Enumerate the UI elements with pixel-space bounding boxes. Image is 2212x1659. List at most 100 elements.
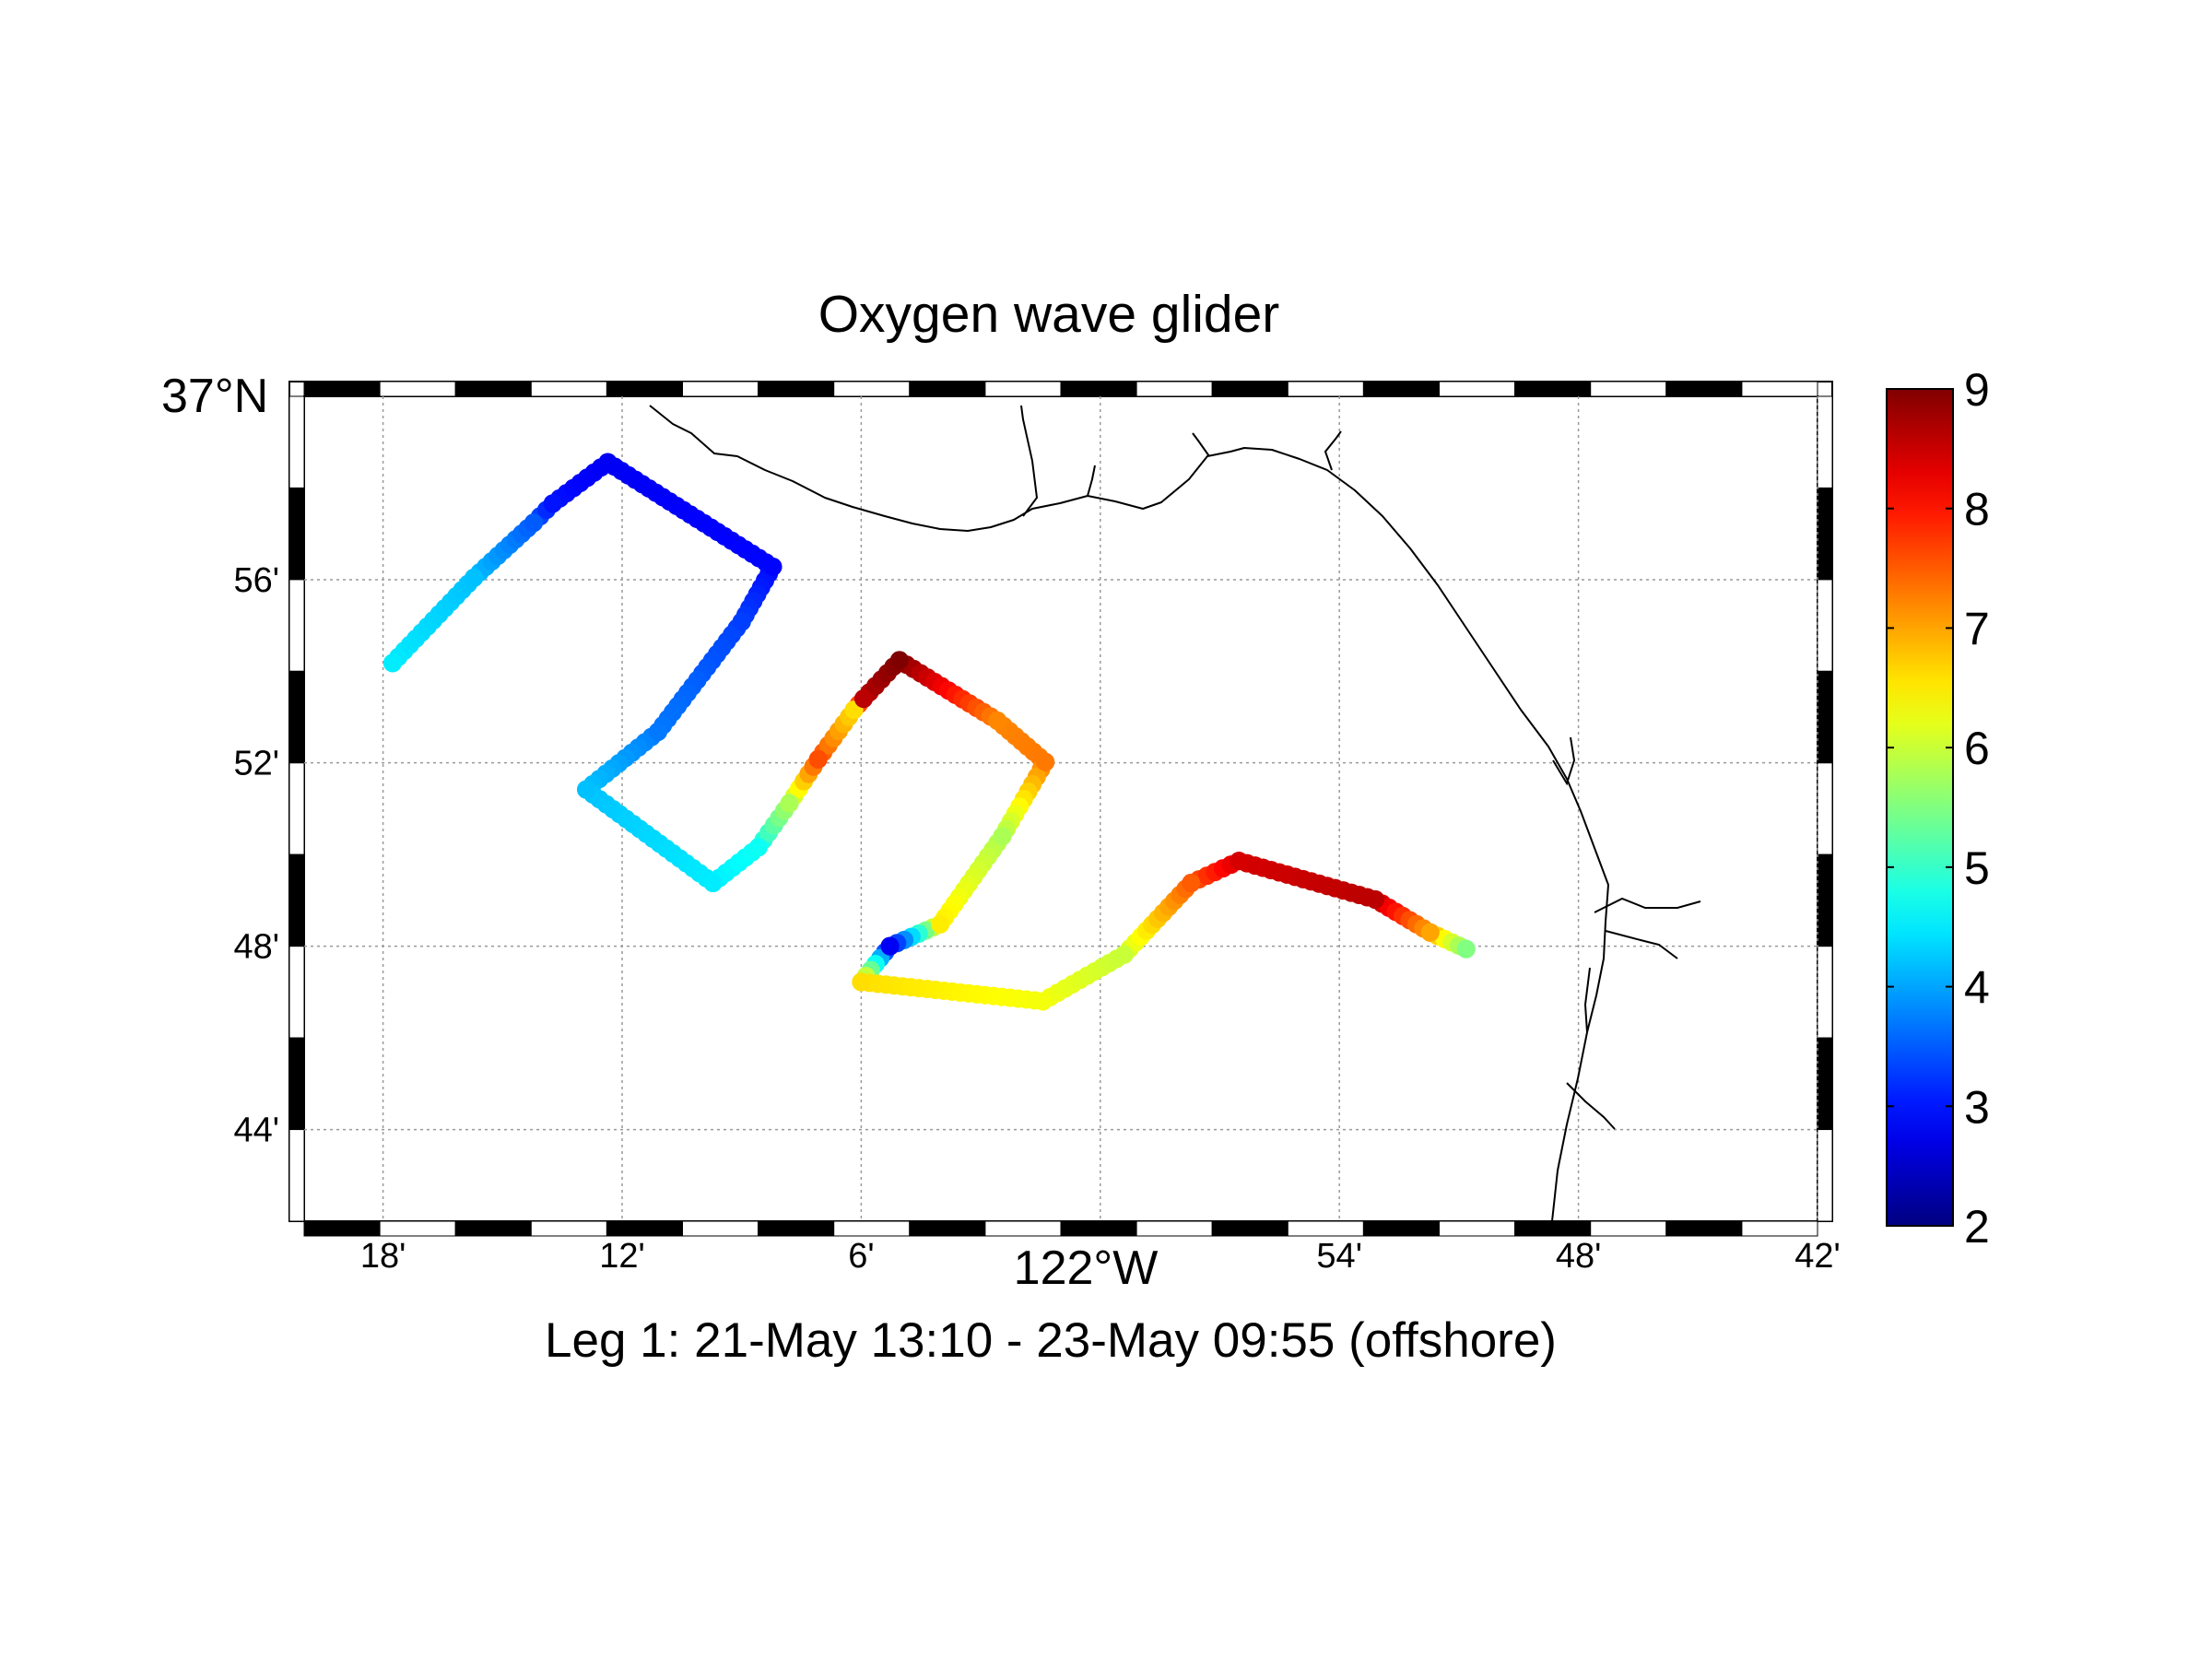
frame-segment [909,1220,986,1237]
colorbar-tick-label: 2 [1964,1201,1990,1253]
frame-segment [682,381,759,397]
lat-tick-label: 56' [233,561,279,600]
river-path [1594,897,1701,913]
frame-segment [1060,1220,1137,1237]
frame-segment [303,381,381,397]
frame-segment [288,946,305,1039]
lon-tick-label: 48' [1556,1237,1602,1276]
track-point [1230,852,1249,871]
frame-segment [1590,1220,1667,1237]
colorbar-tick-label: 5 [1964,842,1990,894]
river-path [1087,465,1096,497]
frame-segment [530,381,607,397]
lon-tick-label: 42' [1794,1237,1841,1276]
frame-segment [1514,1220,1592,1237]
river-path [1566,1082,1616,1130]
track-point [889,651,909,670]
track-point [748,838,768,857]
frame-segment [1135,1220,1213,1237]
frame-segment [288,487,305,581]
track-point [703,874,723,893]
frame-segment [1665,1220,1743,1237]
frame-segment [984,1220,1062,1237]
glider-track [382,453,1476,1011]
frame-segment [984,381,1062,397]
river-path [1324,430,1342,471]
frame-segment [1514,381,1592,397]
frame-segment [1439,1220,1516,1237]
longitude-tick-labels: 18' 12' 6' 54' 48' 42' [360,1237,1841,1276]
frame-segment [288,853,305,947]
track-point [732,612,751,631]
frame-segment [1817,1129,1833,1222]
track-point [880,936,900,956]
frame-segment [288,1037,305,1131]
frame-segment [833,1220,911,1237]
map-grid [304,396,1818,1221]
track-point [780,794,799,813]
frame-segment [288,395,305,488]
track-point [598,453,618,472]
frame-segment [454,381,532,397]
track-point [1420,923,1440,942]
coastline [649,405,1701,1222]
track-point [1033,992,1053,1011]
frame-segment [909,381,986,397]
frame-segment [758,1220,835,1237]
lon-tick-label: 12' [599,1237,645,1276]
frame-segment [1817,670,1833,764]
lon-tick-label: 6' [848,1237,874,1276]
frame-segment [288,1129,305,1222]
track-point [648,722,667,741]
latitude-tick-labels: 56' 52' 48' 44' [233,561,279,1150]
lat-tick-label: 52' [233,745,279,783]
map-frame [288,381,1833,1237]
frame-segment [1817,395,1833,488]
frame-segment [682,1220,759,1237]
frame-segment [454,1220,532,1237]
frame-segment [1817,579,1833,672]
frame-segment [288,670,305,764]
colorbar-tick-label: 8 [1964,484,1990,535]
river-path [1583,967,1591,1033]
track-point [1366,889,1385,909]
track-point [1036,752,1055,771]
frame-segment [1817,487,1833,581]
frame-segment [1287,1220,1364,1237]
frame-segment [1211,1220,1288,1237]
chart-title: Oxygen wave glider [818,285,1280,344]
colorbar-tick-label: 3 [1964,1081,1990,1133]
frame-segment [1211,381,1288,397]
river-path [1020,405,1039,517]
river-path [1605,930,1678,959]
frame-segment [1665,381,1743,397]
frame-segment [379,381,456,397]
frame-segment [1060,381,1137,397]
frame-segment [1590,381,1667,397]
colorbar: 2 3 4 5 6 7 8 9 [1886,364,1990,1253]
lon-tick-label: 18' [360,1237,406,1276]
frame-segment [758,381,835,397]
lon-tick-label: 54' [1316,1237,1362,1276]
frame-segment [1287,381,1364,397]
track-point [1182,874,1201,893]
frame-segment [379,1220,456,1237]
colorbar-tick-label: 7 [1964,603,1990,654]
frame-segment [1817,762,1833,855]
track-point [577,780,596,799]
track-point [524,513,544,533]
frame-segment [303,1220,381,1237]
colorbar-tick-label: 6 [1964,723,1990,774]
frame-segment [1439,381,1516,397]
frame-segment [606,381,684,397]
track-point [763,557,782,576]
frame-segment [288,579,305,672]
track-point [852,972,871,992]
track-point [931,914,950,934]
frame-segment [1362,1220,1441,1237]
river-path [1192,432,1210,457]
frame-segment [1741,1220,1818,1237]
track-point [1456,939,1476,959]
frame-segment [1817,946,1833,1039]
